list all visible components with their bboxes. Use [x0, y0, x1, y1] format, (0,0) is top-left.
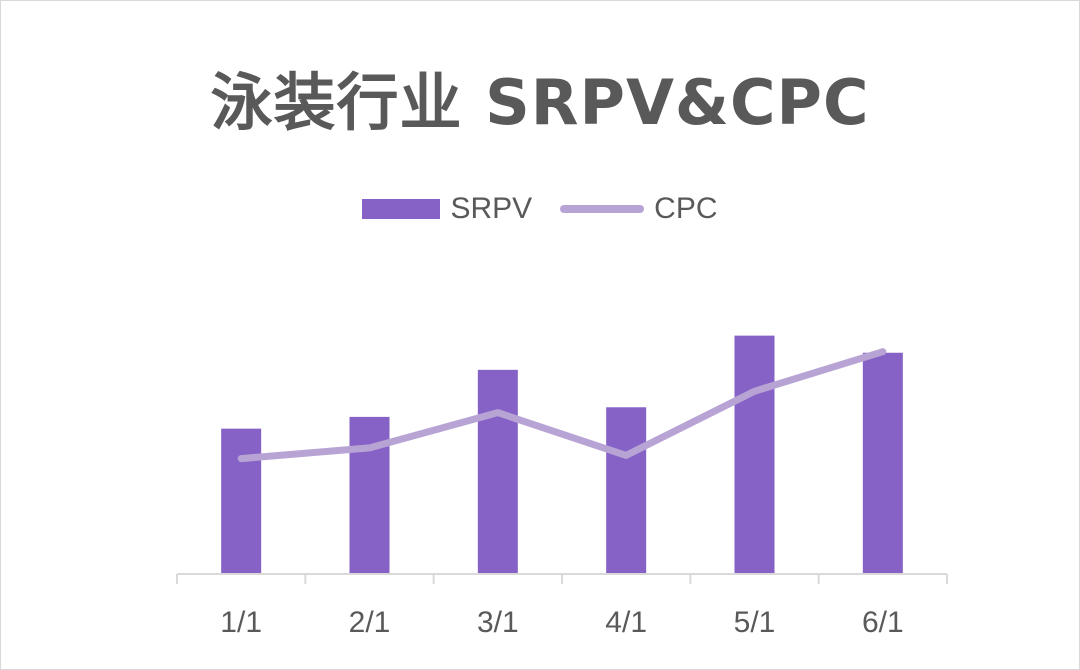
legend-swatch-cpc [560, 205, 645, 213]
legend-swatch-srpv [362, 199, 441, 219]
x-tick-label-1-1: 1/1 [220, 606, 262, 639]
chart-title: 泳装行业 SRPV&CPC [210, 66, 870, 139]
bar-srpv-5-1 [734, 335, 775, 573]
x-tick-label-6-1: 6/1 [862, 606, 904, 639]
x-tick-label-5-1: 5/1 [734, 606, 776, 639]
bar-srpv-2-1 [349, 416, 390, 573]
legend-label-cpc: CPC [654, 192, 718, 225]
x-tick-label-4-1: 4/1 [605, 606, 647, 639]
legend-item-srpv: SRPV [362, 192, 532, 226]
legend-label-srpv: SRPV [450, 192, 533, 225]
bar-srpv-6-1 [862, 352, 903, 573]
x-tick-label-3-1: 3/1 [477, 606, 519, 639]
x-tick-label-2-1: 2/1 [349, 606, 391, 639]
legend: SRPV CPC [0, 192, 1080, 226]
bar-srpv-4-1 [606, 407, 647, 573]
line-cpc [237, 348, 887, 463]
bar-srpv-3-1 [477, 369, 518, 573]
bar-srpv-1-1 [221, 428, 262, 573]
legend-item-cpc: CPC [560, 192, 718, 226]
